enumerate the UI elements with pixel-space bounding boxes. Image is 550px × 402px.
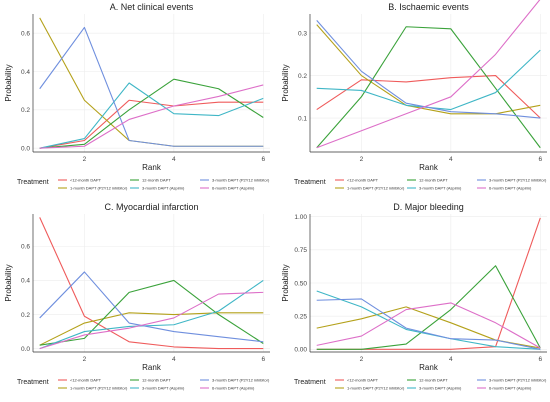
panel-title: B. Ischaemic events: [388, 2, 469, 12]
series-line-3: [39, 279, 264, 346]
series-line-2: [39, 17, 264, 147]
y-tick-label: 0.75: [294, 247, 307, 254]
series-line-5: [316, 20, 541, 119]
legend-entry: 1-month DAPT (P2Y12 inhibitor): [347, 386, 405, 391]
legend-title: Treatment: [17, 179, 49, 186]
x-tick-label: 2: [360, 156, 364, 163]
x-tick-label: 2: [360, 356, 364, 363]
legend-entry: 12-month DAPT: [419, 378, 448, 383]
y-axis-label: Probability: [4, 264, 13, 301]
x-axis-label: Rank: [142, 363, 162, 372]
legend-entry: 1-month DAPT (P2Y12 inhibitor): [70, 386, 128, 391]
y-tick-label: 0.0: [21, 145, 30, 152]
legend-entry: 3-month DAPT (Aspirin): [419, 186, 462, 191]
series-line-4: [316, 290, 541, 350]
legend-entry: <12-month DAPT: [70, 378, 102, 383]
series-line-6: [316, 0, 541, 149]
y-tick-label: 0.2: [21, 107, 30, 114]
series-line-3: [316, 26, 541, 149]
y-axis-label: Probability: [281, 264, 290, 301]
legend-entry: 3-month DAPT (Aspirin): [142, 386, 185, 391]
series-line-4: [39, 82, 264, 149]
x-axis-label: Rank: [419, 163, 439, 172]
legend-entry: 3-month DAPT (Aspirin): [419, 386, 462, 391]
legend-entry: <12-month DAPT: [347, 178, 379, 183]
y-tick-label: 0.2: [298, 73, 307, 80]
legend-entry: 12-month DAPT: [419, 178, 448, 183]
y-tick-label: 1.00: [294, 214, 307, 221]
series-line-3: [39, 78, 264, 149]
x-tick-label: 6: [261, 156, 265, 163]
y-tick-label: 0.50: [294, 280, 307, 287]
legend-entry: 3-month DAPT (Aspirin): [142, 186, 185, 191]
y-tick-label: 0.1: [298, 115, 307, 122]
panel-title: D. Major bleeding: [393, 202, 464, 212]
panel-4: D. Major bleeding 0.00 0.25 0.50 0.75 1.00 2 4 6…: [281, 202, 547, 391]
x-tick-label: 4: [172, 156, 176, 163]
series-line-1: [39, 217, 264, 350]
x-tick-label: 4: [449, 356, 453, 363]
legend-entry: 3-month DAPT (P2Y12 inhibitor): [212, 178, 270, 183]
legend-entry: 6-month DAPT (Aspirin): [489, 186, 532, 191]
y-tick-label: 0.4: [21, 278, 30, 285]
x-axis-label: Rank: [142, 163, 162, 172]
x-tick-label: 4: [449, 156, 453, 163]
series-line-4: [39, 279, 264, 350]
y-axis-label: Probability: [4, 64, 13, 101]
y-tick-label: 0.25: [294, 313, 307, 320]
y-axis-label: Probability: [281, 64, 290, 101]
x-tick-label: 2: [83, 356, 87, 363]
panel-title: A. Net clinical events: [110, 2, 194, 12]
legend-entry: 12-month DAPT: [142, 178, 171, 183]
legend-entry: 6-month DAPT (Aspirin): [212, 386, 255, 391]
series-line-5: [39, 271, 264, 343]
legend-title: Treatment: [294, 379, 326, 386]
series-line-6: [39, 84, 264, 149]
x-tick-label: 6: [261, 356, 265, 363]
x-tick-label: 6: [538, 356, 542, 363]
y-tick-label: 0.0: [21, 346, 30, 353]
y-tick-label: 0.3: [298, 30, 307, 37]
y-tick-label: 0.6: [21, 30, 30, 37]
panel-3: C. Myocardial infarction 0.0 0.2 0.4 0.6 2 4 6 R…: [4, 202, 270, 391]
legend-entry: 6-month DAPT (Aspirin): [489, 386, 532, 391]
x-tick-label: 2: [83, 156, 87, 163]
panel-1: A. Net clinical events 0.0 0.2 0.4 0.6 2 4 6 Ran…: [4, 2, 270, 191]
y-tick-label: 0.6: [21, 244, 30, 251]
series-line-2: [39, 312, 264, 346]
legend-entry: <12-month DAPT: [347, 378, 379, 383]
series-line-3: [316, 265, 541, 350]
legend-entry: 3-month DAPT (P2Y12 inhibitor): [212, 378, 270, 383]
series-line-5: [39, 26, 264, 147]
series-line-5: [316, 298, 541, 350]
legend-title: Treatment: [294, 179, 326, 186]
legend-entry: 1-month DAPT (P2Y12 inhibitor): [70, 186, 128, 191]
y-tick-label: 0.2: [21, 312, 30, 319]
panel-title: C. Myocardial infarction: [104, 202, 198, 212]
series-line-1: [316, 75, 541, 119]
series-line-1: [39, 99, 264, 149]
x-tick-label: 6: [538, 156, 542, 163]
series-line-2: [316, 24, 541, 115]
legend-entry: 3-month DAPT (P2Y12 inhibitor): [489, 378, 547, 383]
x-tick-label: 4: [172, 356, 176, 363]
y-tick-label: 0.00: [294, 347, 307, 354]
legend-entry: 1-month DAPT (P2Y12 inhibitor): [347, 186, 405, 191]
panel-2: B. Ischaemic events 0.1 0.2 0.3 2 4 6 Rank Proba…: [281, 0, 547, 191]
series-line-6: [316, 302, 541, 349]
legend-entry: <12-month DAPT: [70, 178, 102, 183]
legend-entry: 3-month DAPT (P2Y12 inhibitor): [489, 178, 547, 183]
x-axis-label: Rank: [419, 363, 439, 372]
series-line-6: [39, 291, 264, 350]
legend-title: Treatment: [17, 379, 49, 386]
legend-entry: 12-month DAPT: [142, 378, 171, 383]
y-tick-label: 0.4: [21, 69, 30, 76]
legend-entry: 6-month DAPT (Aspirin): [212, 186, 255, 191]
